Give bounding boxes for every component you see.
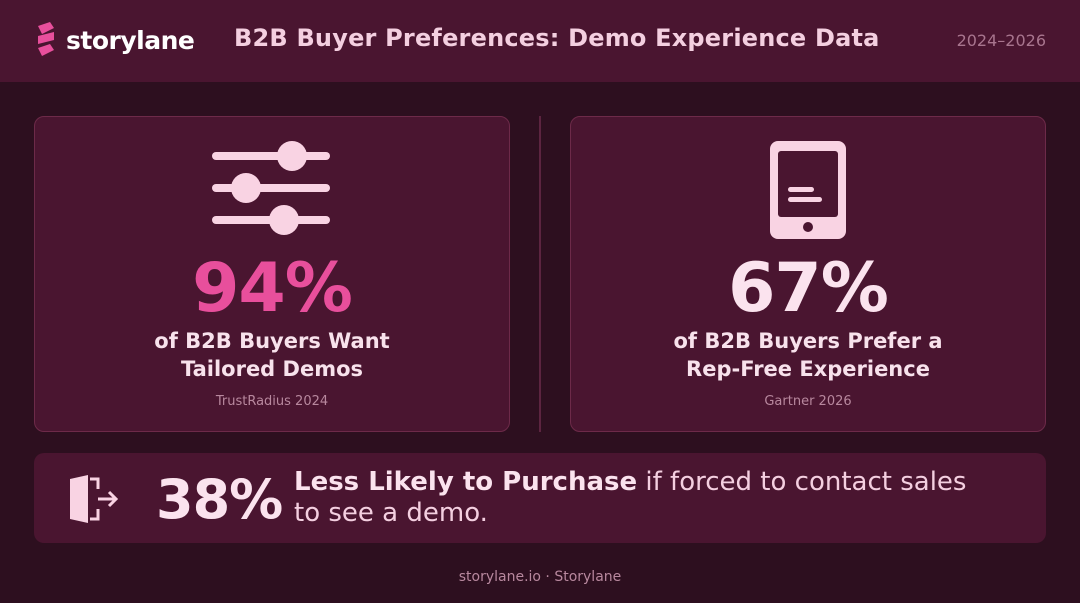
stat-description: of B2B Buyers Want Tailored Demos — [35, 327, 509, 383]
stat-source: Gartner 2026 — [764, 394, 852, 409]
brand-name: storylane — [66, 25, 195, 55]
tablet-icon — [770, 141, 846, 239]
banner-stat-value: 38% — [156, 468, 283, 531]
stat-description-line1: of B2B Buyers Want — [154, 329, 390, 353]
banner-message: Less Likely to Purchase if forced to con… — [294, 467, 1014, 529]
card-divider — [539, 116, 541, 432]
sliders-icon — [212, 141, 330, 235]
header-bar: storylane B2B Buyer Preferences: Demo Ex… — [0, 0, 1080, 82]
stat-description: of B2B Buyers Prefer a Rep-Free Experien… — [571, 327, 1045, 383]
banner-bold-text: Less Likely to Purchase — [294, 467, 638, 497]
banner-line2: to see a demo. — [294, 498, 488, 528]
stat-description-line2: Rep-Free Experience — [686, 357, 930, 381]
stat-card-tailored-demos: 94% of B2B Buyers Want Tailored Demos Tr… — [34, 116, 510, 432]
date-range: 2024–2026 — [956, 31, 1046, 50]
stat-card-rep-free: 67% of B2B Buyers Prefer a Rep-Free Expe… — [570, 116, 1046, 432]
brand-logo[interactable]: storylane — [34, 20, 195, 60]
storylane-logo-icon — [38, 22, 54, 56]
banner-rest-text: if forced to contact sales — [637, 467, 967, 497]
stat-source: TrustRadius 2024 — [215, 394, 329, 409]
purchase-stat-banner: 38% Less Likely to Purchase if forced to… — [34, 453, 1046, 543]
page-title: B2B Buyer Preferences: Demo Experience D… — [234, 24, 880, 52]
exit-icon — [70, 475, 119, 523]
stat-description-line1: of B2B Buyers Prefer a — [673, 329, 943, 353]
stat-value: 67% — [728, 249, 889, 328]
stat-value: 94% — [192, 249, 353, 328]
stat-description-line2: Tailored Demos — [180, 357, 364, 381]
footer-credit: storylane.io · Storylane — [458, 569, 622, 585]
